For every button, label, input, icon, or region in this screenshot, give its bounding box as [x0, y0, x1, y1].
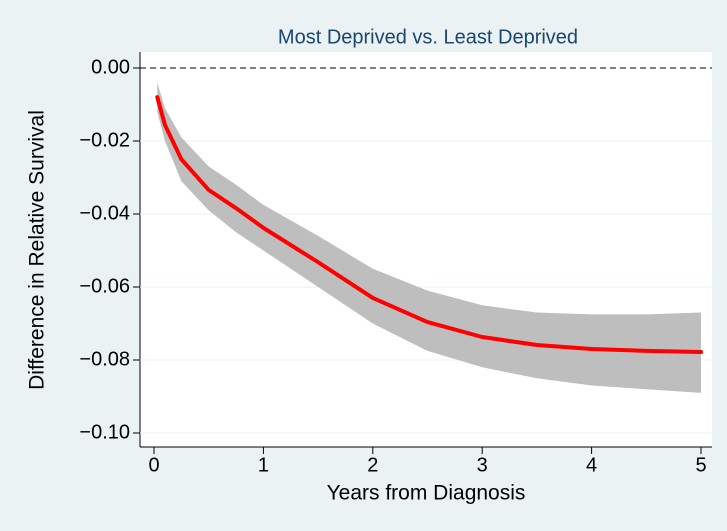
x-axis-label: Years from Diagnosis	[327, 482, 526, 505]
x-tick-label: 1	[258, 454, 269, 476]
y-tick-label: −0.10	[79, 421, 130, 443]
chart-title: Most Deprived vs. Least Deprived	[278, 26, 578, 48]
confidence-band	[157, 82, 702, 393]
y-tick-label: 0.00	[91, 56, 130, 78]
estimate-line	[155, 95, 703, 354]
y-axis-label: Difference in Relative Survival	[26, 110, 49, 390]
y-tick-label: −0.04	[79, 202, 130, 224]
x-tick-label: 4	[586, 454, 597, 476]
x-tick-label: 0	[148, 454, 159, 476]
x-tick-label: 2	[367, 454, 378, 476]
y-tick-label: −0.08	[79, 348, 130, 370]
x-tick-label: 5	[695, 454, 706, 476]
y-tick-label: −0.06	[79, 275, 130, 297]
x-tick-label: 3	[477, 454, 488, 476]
y-tick-label: −0.02	[79, 129, 130, 151]
